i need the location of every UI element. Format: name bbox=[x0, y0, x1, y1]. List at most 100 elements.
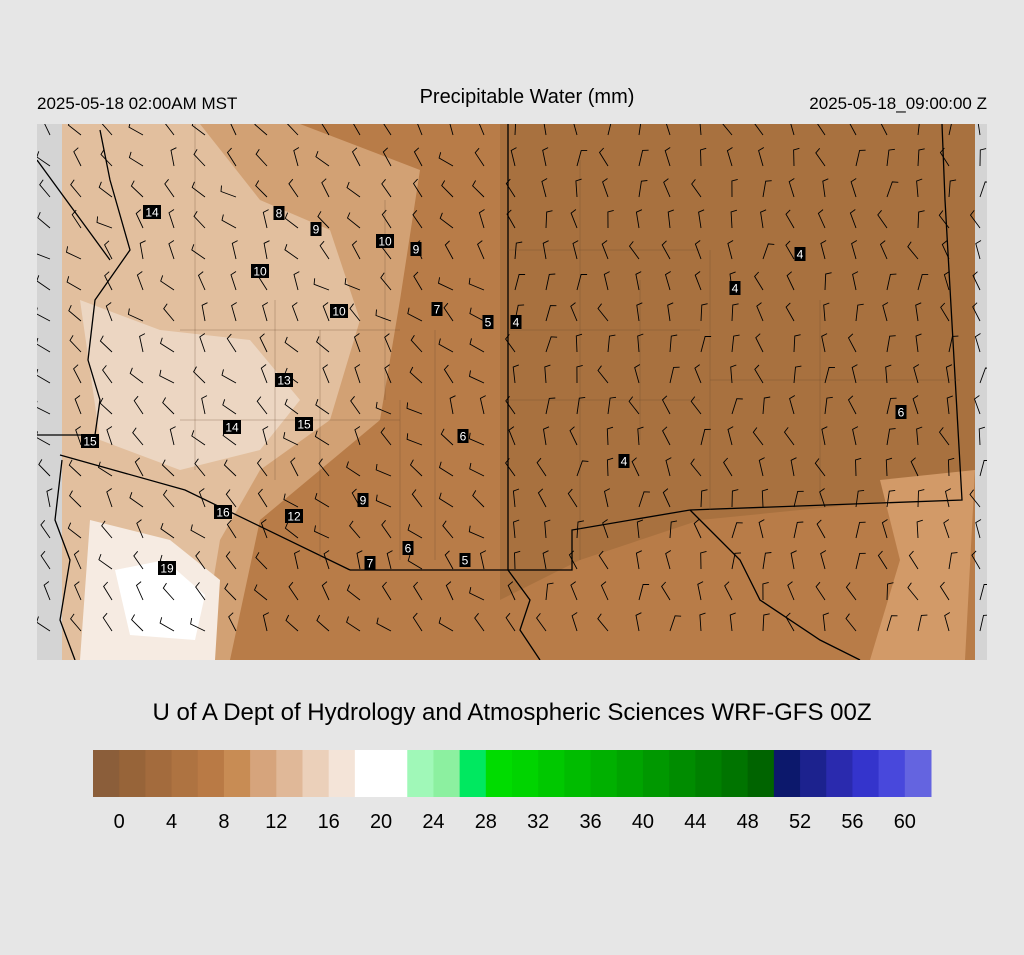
wind-barb bbox=[195, 551, 206, 570]
wind-barb bbox=[313, 278, 330, 291]
wind-barb bbox=[939, 147, 950, 167]
wind-barb bbox=[440, 428, 454, 446]
wind-barb bbox=[136, 519, 144, 539]
wind-barb bbox=[468, 432, 485, 446]
wind-barb bbox=[694, 364, 702, 384]
wind-barb bbox=[912, 395, 919, 415]
wind-barb bbox=[75, 426, 82, 446]
wind-barb bbox=[293, 271, 300, 291]
wind-barb bbox=[135, 209, 144, 229]
wind-barb bbox=[346, 616, 361, 632]
colorbar-cell bbox=[407, 750, 434, 797]
colorbar-cell bbox=[512, 750, 539, 797]
wind-barb bbox=[170, 147, 177, 167]
wind-barb bbox=[816, 519, 826, 539]
wind-barb bbox=[349, 520, 361, 539]
wind-barb bbox=[785, 612, 795, 632]
wind-barb bbox=[472, 180, 485, 198]
wind-barb bbox=[910, 457, 919, 477]
wind-barb bbox=[443, 364, 454, 384]
wind-barb bbox=[545, 305, 557, 322]
wind-barb bbox=[346, 584, 361, 601]
colorbar-tick-label: 60 bbox=[894, 811, 916, 833]
colorbar-tick-label: 52 bbox=[789, 811, 811, 833]
wind-barb bbox=[790, 124, 795, 136]
wind-barb bbox=[694, 240, 702, 260]
wind-barb bbox=[350, 396, 361, 415]
wind-barb bbox=[37, 400, 51, 415]
wind-barb bbox=[916, 178, 923, 198]
wind-barb bbox=[969, 489, 981, 508]
wind-barb bbox=[381, 179, 392, 198]
wind-barb bbox=[505, 334, 516, 353]
wind-barb bbox=[754, 364, 764, 384]
wind-barb bbox=[253, 584, 268, 601]
station-box bbox=[310, 222, 322, 236]
wind-barb bbox=[881, 519, 888, 539]
wind-barb bbox=[944, 612, 951, 632]
wind-barb bbox=[37, 307, 51, 322]
colorbar-tick-label: 56 bbox=[841, 811, 863, 833]
station-box bbox=[410, 242, 422, 256]
wind-barb bbox=[762, 613, 770, 632]
wind-barb bbox=[729, 612, 736, 632]
wind-barb bbox=[691, 179, 702, 198]
station-value: 7 bbox=[434, 303, 441, 317]
station-value: 6 bbox=[898, 406, 905, 420]
wind-barb bbox=[537, 488, 547, 508]
station-box bbox=[459, 553, 471, 567]
wind-barb bbox=[855, 303, 864, 322]
colorbar-cell bbox=[276, 750, 303, 797]
wind-barb bbox=[37, 151, 51, 167]
wind-barb bbox=[417, 124, 423, 136]
wind-barb bbox=[160, 275, 175, 291]
wind-barb bbox=[855, 489, 865, 508]
wind-barb bbox=[406, 402, 423, 415]
station-box bbox=[158, 561, 176, 575]
wind-barb bbox=[44, 124, 51, 136]
wind-barb bbox=[726, 147, 733, 167]
wind-barb bbox=[817, 209, 826, 229]
wind-barb bbox=[783, 427, 795, 446]
wind-barb bbox=[221, 214, 237, 229]
wind-barb bbox=[785, 209, 795, 229]
wind-barb bbox=[449, 395, 456, 415]
wind-barb bbox=[724, 581, 733, 601]
wind-barb bbox=[70, 179, 82, 198]
wind-barb bbox=[413, 581, 423, 601]
wind-barb bbox=[603, 488, 611, 508]
wind-barb bbox=[293, 147, 300, 167]
wind-barb bbox=[607, 334, 616, 353]
wind-barb bbox=[472, 490, 485, 508]
wind-barb bbox=[37, 212, 51, 229]
wind-barb bbox=[66, 276, 82, 291]
wind-barb bbox=[290, 457, 299, 477]
wind-barb bbox=[479, 550, 487, 570]
station-value: 12 bbox=[287, 510, 301, 524]
station-value: 5 bbox=[462, 554, 469, 568]
wind-barb bbox=[319, 240, 330, 260]
wind-barb bbox=[73, 147, 82, 167]
wind-barb bbox=[101, 520, 113, 539]
wind-barb bbox=[346, 212, 361, 229]
wind-barb bbox=[917, 614, 928, 632]
colorbar-cell bbox=[381, 750, 408, 797]
wind-barb bbox=[505, 178, 516, 198]
wind-barb bbox=[73, 364, 82, 384]
wind-barb bbox=[100, 149, 113, 167]
wind-barb bbox=[259, 333, 268, 353]
station-box bbox=[357, 493, 369, 507]
wind-barb bbox=[161, 459, 175, 477]
wind-barb bbox=[886, 335, 896, 353]
wind-barb bbox=[975, 240, 982, 260]
field-lighter bbox=[80, 300, 300, 470]
coast-line bbox=[54, 459, 76, 660]
wind-barb bbox=[939, 581, 950, 601]
wind-barb bbox=[449, 124, 454, 136]
wind-barb bbox=[847, 333, 857, 353]
wind-barb bbox=[974, 333, 981, 353]
wind-barb bbox=[572, 240, 579, 260]
wind-barb bbox=[975, 519, 982, 539]
wind-barb bbox=[191, 244, 206, 260]
wind-barb bbox=[37, 275, 51, 291]
